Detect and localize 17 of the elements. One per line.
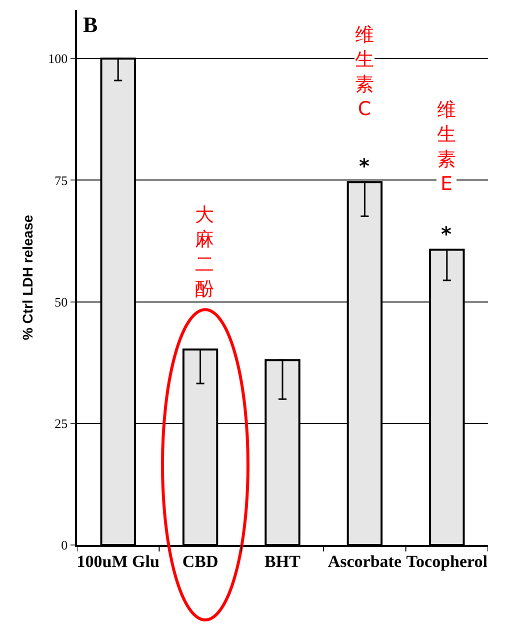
y-tick-label: 0 bbox=[61, 538, 68, 553]
annotation: 维生素E bbox=[437, 99, 456, 196]
x-tick-label: BHT bbox=[264, 552, 302, 572]
y-tick-label: 25 bbox=[54, 416, 68, 431]
y-tick-label: 50 bbox=[54, 294, 68, 310]
y-axis-title: % Ctrl LDH release bbox=[19, 214, 36, 340]
x-tick-label: Ascorbate bbox=[328, 552, 402, 572]
y-tick-label: 100 bbox=[48, 51, 68, 66]
x-tick-label: 100uM Glu bbox=[76, 552, 160, 572]
y-tick-label: 75 bbox=[54, 172, 68, 188]
x-tick-label: Tocopherol bbox=[406, 552, 488, 572]
annotation: 维生素C bbox=[355, 24, 374, 120]
x-tick-label: CBD bbox=[182, 552, 218, 572]
annotation: 大麻二酚 bbox=[195, 204, 214, 300]
annotation: B bbox=[83, 12, 98, 37]
annotation: * bbox=[359, 154, 370, 178]
annotation: * bbox=[441, 222, 452, 246]
